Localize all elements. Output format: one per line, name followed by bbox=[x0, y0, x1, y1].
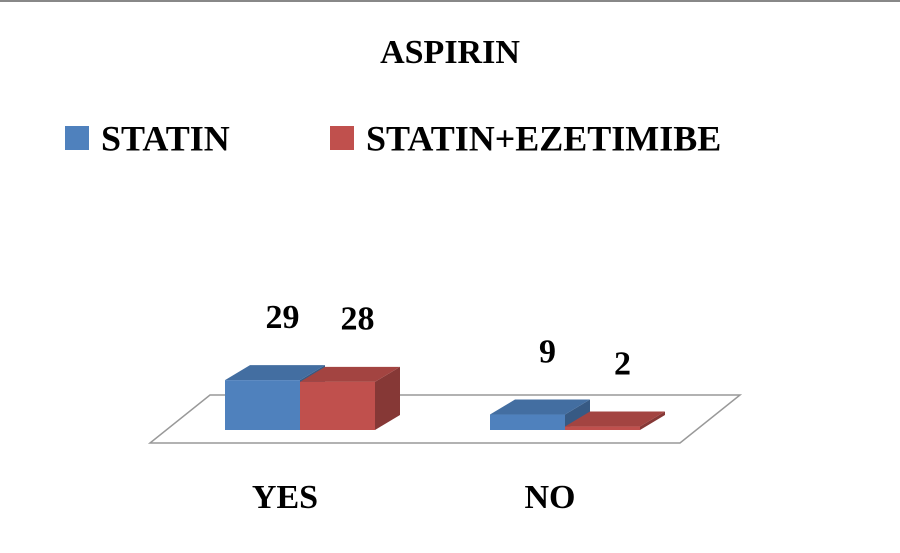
x-tick-label: NO bbox=[525, 479, 576, 516]
legend-swatch bbox=[330, 126, 354, 150]
data-label: 28 bbox=[341, 301, 375, 338]
bar bbox=[225, 380, 300, 430]
bar bbox=[565, 426, 640, 430]
legend-label: STATIN bbox=[101, 118, 230, 158]
bar bbox=[300, 381, 375, 430]
data-label: 9 bbox=[539, 333, 556, 370]
bar-side bbox=[640, 411, 665, 430]
chart-title: ASPIRIN bbox=[380, 34, 520, 71]
bar-side bbox=[375, 366, 400, 430]
bar-top bbox=[490, 399, 590, 415]
legend-swatch bbox=[65, 126, 89, 150]
legend-label: STATIN+EZETIMIBE bbox=[366, 118, 721, 158]
bar-top bbox=[300, 366, 400, 382]
data-label: 2 bbox=[614, 345, 631, 382]
data-label: 29 bbox=[266, 299, 300, 336]
x-tick-label: YES bbox=[252, 479, 318, 516]
bar-top bbox=[225, 365, 325, 381]
bar-side bbox=[565, 399, 590, 430]
bar-top bbox=[565, 411, 665, 427]
bar bbox=[490, 414, 565, 430]
